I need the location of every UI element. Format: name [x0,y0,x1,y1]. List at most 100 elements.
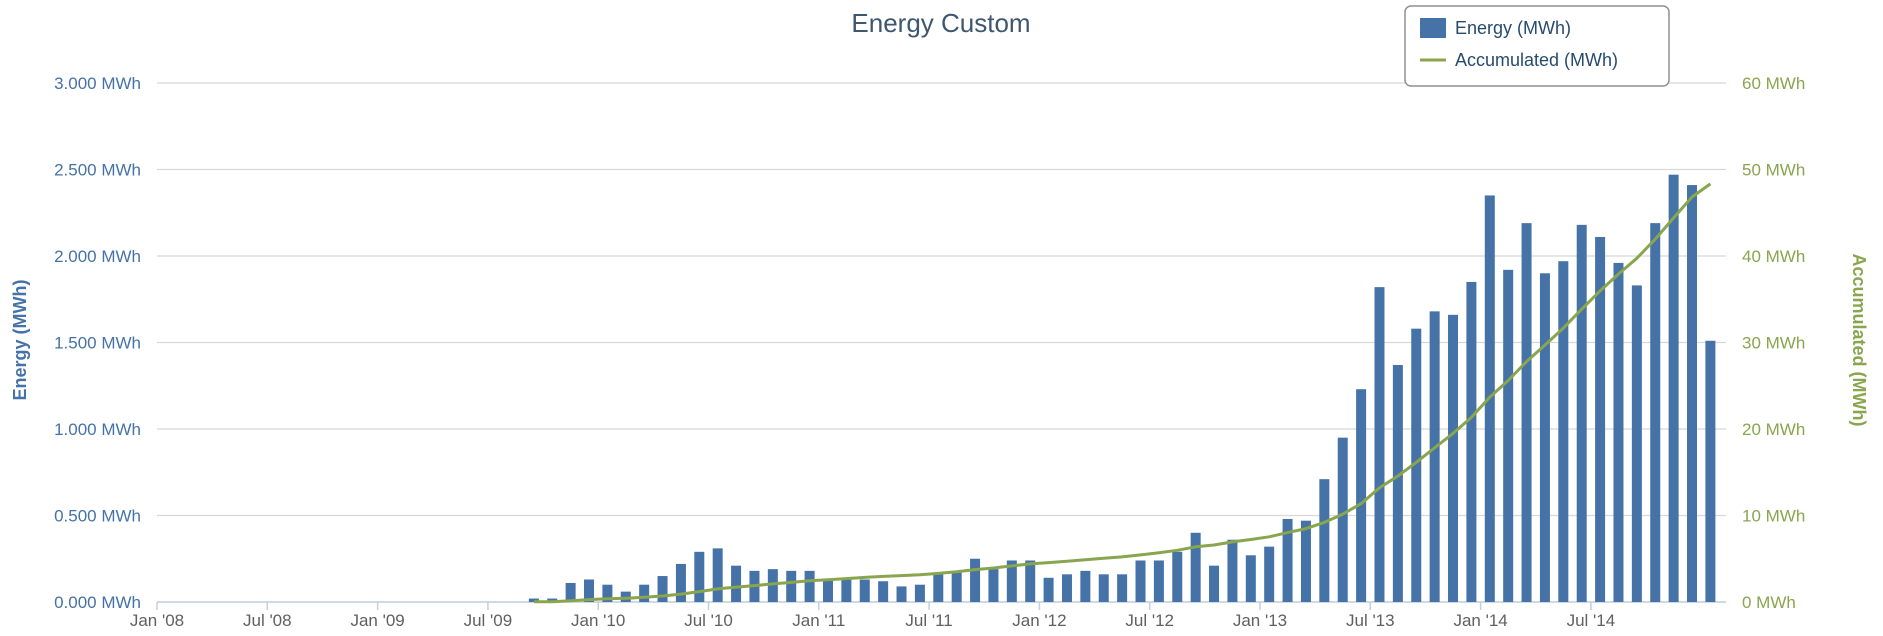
x-tick-label: Jul '13 [1346,611,1395,630]
y-right-tick-label: 20 MWh [1742,420,1805,439]
y-right-tick-label: 40 MWh [1742,247,1805,266]
energy-bar[interactable] [1043,577,1054,602]
energy-bar[interactable] [1025,560,1036,602]
energy-bar[interactable] [1650,223,1661,602]
x-tick-label: Jul '08 [243,611,292,630]
x-tick-label: Jan '09 [350,611,404,630]
energy-bar[interactable] [1117,574,1128,602]
x-tick-label: Jan '08 [130,611,184,630]
energy-bar[interactable] [1576,224,1587,603]
x-tick-label: Jul '09 [464,611,513,630]
energy-bar[interactable] [1282,518,1293,602]
x-tick-label: Jan '12 [1012,611,1066,630]
y-left-axis-title: Energy (MWh) [10,280,30,401]
right-axis-ticks: 0 MWh 10 MWh 20 MWh 30 MWh 40 MWh 50 MWh 60 MW… [1742,74,1805,612]
energy-bar[interactable] [1705,340,1716,602]
energy-bar[interactable] [878,581,889,602]
x-axis: Jan '08 Jul '08 Jan '09 Jul '09 Jan '10 Jul '… [130,601,1726,630]
energy-bar[interactable] [1098,574,1109,602]
energy-bar[interactable] [1687,185,1698,602]
y-left-tick-label: 0.000 MWh [54,593,141,612]
energy-bar[interactable] [602,584,613,602]
accumulated-line[interactable] [533,182,1712,604]
energy-bar[interactable] [1374,287,1385,602]
energy-bar[interactable] [1668,174,1679,602]
legend-box [1404,5,1670,87]
legend-energy-label[interactable]: Energy (MWh) [1455,18,1571,38]
energy-bar[interactable] [822,579,833,602]
y-right-tick-label: 0 MWh [1742,593,1796,612]
energy-bar[interactable] [1558,261,1569,602]
energy-bar[interactable] [1392,364,1403,602]
energy-bar[interactable] [933,574,944,602]
energy-bar[interactable] [896,586,907,602]
energy-bar[interactable] [528,598,539,602]
energy-bar[interactable] [694,551,705,602]
energy-bar[interactable] [859,579,870,602]
y-left-tick-label: 2.000 MWh [54,247,141,266]
energy-bar[interactable] [1521,223,1532,602]
energy-bar[interactable] [1466,281,1477,602]
energy-bar[interactable] [1209,565,1220,602]
energy-bar[interactable] [1411,328,1422,602]
energy-bar[interactable] [1245,555,1256,602]
chart-title: Energy Custom [851,8,1030,38]
energy-bars [528,174,1716,603]
energy-bar[interactable] [1006,560,1017,602]
x-tick-label: Jul '14 [1567,611,1616,630]
x-tick-label: Jul '11 [905,611,952,630]
legend-energy-swatch [1420,18,1446,38]
legend[interactable]: Energy (MWh) Accumulated (MWh) [1404,5,1670,87]
energy-bar[interactable] [1172,551,1183,602]
energy-bar[interactable] [565,582,576,602]
energy-bar[interactable] [1264,546,1275,602]
energy-bar[interactable] [1300,520,1311,602]
energy-bar[interactable] [786,570,797,602]
energy-bar[interactable] [657,576,668,602]
energy-bar[interactable] [1503,269,1514,602]
energy-bar[interactable] [584,579,595,602]
energy-bar[interactable] [1061,574,1072,602]
energy-bar[interactable] [841,579,852,602]
y-right-tick-label: 10 MWh [1742,507,1805,526]
x-tick-label: Jan '13 [1233,611,1287,630]
energy-bar[interactable] [1448,314,1459,602]
energy-bar[interactable] [1319,479,1330,602]
energy-bar[interactable] [639,584,650,602]
energy-bar[interactable] [767,569,778,602]
energy-bar[interactable] [1227,539,1238,602]
energy-bar[interactable] [1539,273,1550,602]
energy-bar[interactable] [1135,560,1146,602]
y-left-tick-label: 2.500 MWh [54,161,141,180]
y-left-tick-label: 1.500 MWh [54,334,141,353]
x-tick-label: Jan '14 [1453,611,1507,630]
accumulated-line-group [533,182,1712,604]
energy-bar[interactable] [970,558,981,602]
energy-bar[interactable] [1080,570,1091,602]
energy-bar[interactable] [1595,236,1606,602]
energy-bar[interactable] [1613,262,1624,602]
energy-bar[interactable] [1429,311,1440,602]
energy-bar[interactable] [914,584,925,602]
y-left-tick-label: 3.000 MWh [54,74,141,93]
energy-bar[interactable] [675,563,686,602]
energy-bar[interactable] [1631,285,1642,602]
energy-bar[interactable] [1337,437,1348,602]
energy-bar[interactable] [731,565,742,602]
x-tick-label: Jul '12 [1125,611,1174,630]
energy-bar[interactable] [712,548,723,602]
energy-bar[interactable] [988,569,999,602]
y-right-axis-title: Accumulated (MWh) [1849,254,1869,427]
energy-bar[interactable] [951,570,962,602]
energy-bar[interactable] [1190,532,1201,602]
energy-bar[interactable] [804,570,815,602]
y-right-tick-label: 50 MWh [1742,161,1805,180]
y-right-tick-label: 60 MWh [1742,74,1805,93]
y-right-tick-label: 30 MWh [1742,334,1805,353]
energy-bar[interactable] [1153,560,1164,602]
energy-bar[interactable] [1356,389,1367,602]
y-left-tick-label: 1.000 MWh [54,420,141,439]
legend-accumulated-label[interactable]: Accumulated (MWh) [1455,50,1618,70]
